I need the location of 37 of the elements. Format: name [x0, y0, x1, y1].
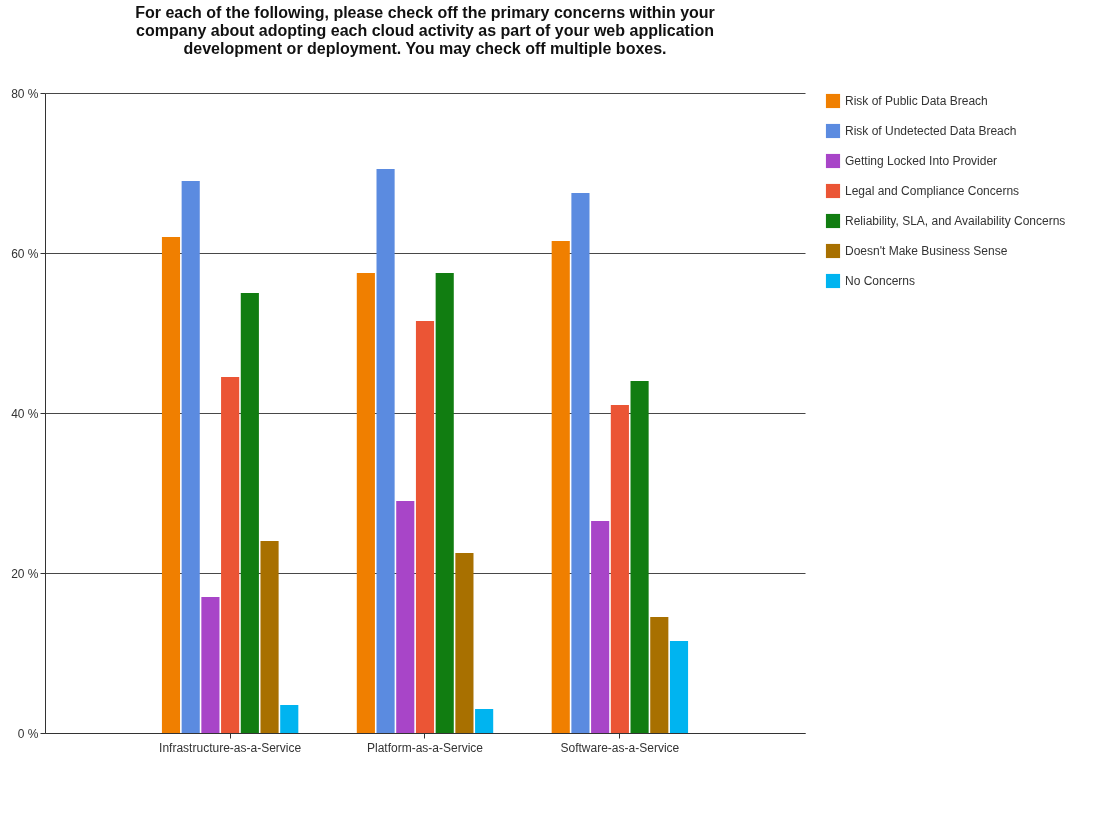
y-tick-label: 40 % [11, 406, 39, 421]
bar [571, 193, 590, 733]
bar [591, 521, 610, 733]
bar [610, 405, 629, 733]
y-tick-label: 20 % [11, 566, 39, 581]
bar [396, 501, 415, 733]
bar [201, 597, 220, 733]
y-tick-label: 0 % [17, 726, 39, 741]
legend-label: Legal and Compliance Concerns [845, 184, 1020, 198]
bar [475, 709, 494, 733]
bar [260, 541, 279, 733]
bar [221, 377, 240, 733]
bar [240, 293, 259, 733]
bar [551, 241, 570, 733]
bar [280, 705, 299, 733]
bar [669, 641, 689, 733]
bar [181, 181, 200, 733]
bar [455, 553, 474, 733]
x-tick-label: Software-as-a-Service [560, 740, 680, 755]
y-tick-label: 80 % [11, 86, 39, 101]
legend-label: No Concerns [845, 274, 916, 288]
chart-title: For each of the following, please check off the primary concerns within your company about adopting each cloud activity as part of your web application development or deployment. You may check off multiple boxes. [135, 4, 715, 57]
legend-label: Doesn't Make Business Sense [845, 244, 1008, 258]
x-tick-label: Platform-as-a-Service [366, 740, 484, 755]
bar [650, 617, 669, 733]
bar [376, 169, 395, 733]
legend-label: Reliability, SLA, and Availability Concerns [845, 214, 1066, 228]
legend-label: Getting Locked Into Provider [845, 154, 998, 168]
bar [356, 273, 375, 733]
legend-label: Risk of Undetected Data Breach [845, 124, 1017, 138]
x-tick-label: Infrastructure-as-a-Service [159, 740, 302, 755]
bar [161, 237, 181, 733]
y-tick-label: 60 % [11, 246, 39, 261]
bar [630, 381, 649, 733]
bar [415, 321, 435, 733]
legend-label: Risk of Public Data Breach [845, 94, 988, 108]
bar [435, 273, 454, 733]
